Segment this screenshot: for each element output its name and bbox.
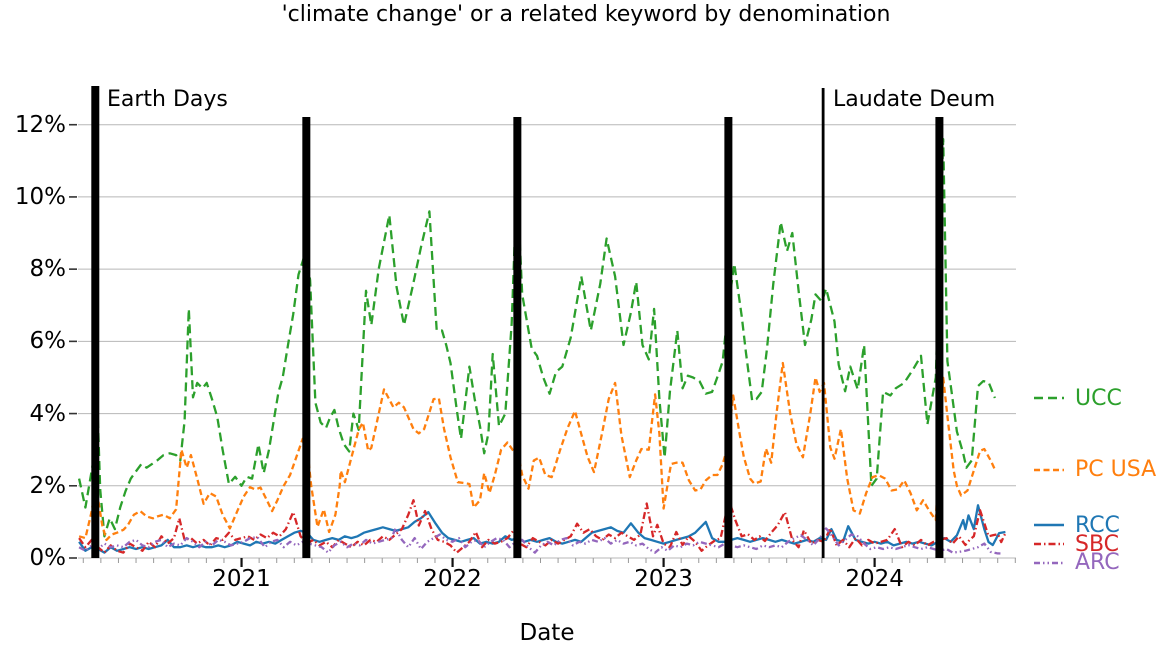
ucc-line-sample-icon: [1034, 396, 1064, 400]
legend-label: ARC: [1075, 550, 1120, 576]
legend-label: RCC: [1075, 512, 1120, 538]
legend-label: UCC: [1075, 385, 1122, 411]
earth-day-marker: [302, 117, 311, 558]
rcc-line-sample-icon: [1034, 523, 1064, 527]
laudate-deum-annotation: Laudate Deum: [833, 87, 996, 112]
earth-day-marker: [513, 117, 522, 558]
legend-item-pcusa: PC USA: [1032, 457, 1156, 483]
y-tick-label: 2%: [29, 472, 67, 499]
pcusa-line-sample-icon: [1034, 468, 1064, 471]
earth-day-marker: [935, 117, 944, 558]
sbc-line-sample-icon: [1034, 542, 1064, 546]
legend-item-ucc: UCC: [1032, 385, 1122, 411]
earth-day-marker: [724, 117, 733, 558]
series-line-arc: [78, 527, 1004, 555]
y-tick-label: 6%: [29, 328, 67, 355]
legend-label: SBC: [1075, 531, 1120, 557]
laudate-deum-marker: [821, 88, 825, 558]
arc-line-sample-icon: [1034, 561, 1064, 564]
y-tick-label: 8%: [29, 256, 67, 283]
legend-item-arc: ARC: [1032, 550, 1120, 576]
series-line-ucc: [77, 138, 996, 538]
chart-title: 'climate change' or a related keyword by…: [281, 2, 891, 27]
x-axis-label: Date: [519, 620, 575, 646]
x-tick-label: 2021: [212, 566, 271, 592]
x-tick-label: 2023: [634, 566, 693, 592]
legend-item-sbc: SBC: [1032, 531, 1119, 557]
x-tick-label: 2022: [423, 566, 482, 592]
earth-days-annotation: Earth Days: [107, 87, 228, 112]
legend-label: PC USA: [1075, 457, 1157, 483]
legend-item-rcc: RCC: [1032, 512, 1120, 538]
earth-day-marker: [91, 86, 100, 558]
series-line-pc-usa: [78, 361, 996, 542]
x-tick-label: 2024: [845, 566, 904, 592]
y-tick-label: 4%: [29, 400, 67, 427]
y-tick-label: 0%: [29, 545, 67, 571]
y-tick-label: 12%: [14, 111, 66, 138]
series-line-sbc: [78, 499, 1007, 554]
y-tick-label: 10%: [14, 183, 66, 210]
